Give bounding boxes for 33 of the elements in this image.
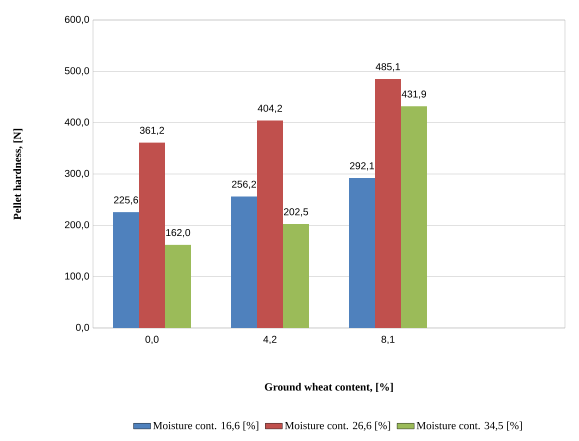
y-tick-label: 500,0 xyxy=(64,67,90,76)
data-label: 256,2 xyxy=(232,180,256,189)
data-label: 361,2 xyxy=(140,126,164,136)
y-tick-label: 200,0 xyxy=(64,221,90,230)
bar xyxy=(400,106,427,328)
bar xyxy=(257,120,283,328)
data-label: 225,6 xyxy=(114,196,138,205)
bar xyxy=(113,212,140,328)
legend-label: Moisture cont. 26,6 [%] xyxy=(284,422,390,431)
bar xyxy=(139,142,165,328)
x-tick-label: 4,2 xyxy=(263,336,276,344)
y-axis-title: Pellet hardness, [N] xyxy=(13,128,23,220)
legend-label: Moisture cont. 34,5 [%] xyxy=(416,422,522,431)
y-tick-label: 100,0 xyxy=(65,272,90,281)
x-tick-label: 0,0 xyxy=(145,336,159,344)
y-tick-label: 0,0 xyxy=(76,324,90,332)
y-tick-label: 400,0 xyxy=(64,118,90,127)
bar xyxy=(348,178,375,328)
data-label: 202,5 xyxy=(284,208,308,217)
legend-label: Moisture cont. 16,6 [%] xyxy=(153,422,258,431)
x-tick-label: 8,1 xyxy=(381,336,394,344)
y-tick-label: 300,0 xyxy=(64,170,90,178)
data-label: 292,1 xyxy=(350,162,374,171)
bar xyxy=(165,244,191,328)
data-label: 485,1 xyxy=(376,63,400,72)
x-axis-title: Ground wheat content, [%] xyxy=(264,382,393,392)
bar xyxy=(375,78,401,328)
data-label: 162,0 xyxy=(166,229,190,238)
bar xyxy=(231,196,257,328)
y-tick-label: 600,0 xyxy=(64,16,90,24)
data-label: 404,2 xyxy=(258,104,282,113)
data-label: 431,9 xyxy=(402,90,426,99)
bar xyxy=(283,224,309,328)
